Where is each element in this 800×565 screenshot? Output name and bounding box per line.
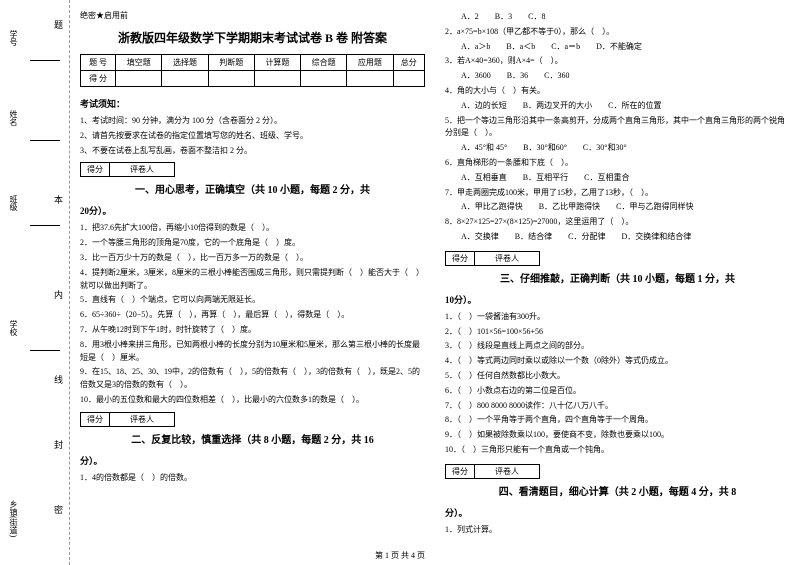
question-item: 2．一个等腰三角形的顶角是70度，它的一个底角是（ ）度。 [80,237,425,250]
section-1-cont: 20分）。 [80,204,425,217]
table-row: 得 分 [81,71,425,87]
score-header: 填空题 [116,55,162,71]
option-line: A．甲比乙跑得快 B．乙比甲跑得快 C．甲与乙跑得同样快 [445,201,790,214]
question-item: 8．用3根小棒来拼三角形，已知两根小棒的长度分别为10厘米和5厘米，那么第三根小… [80,339,425,365]
question-item: 1．列式计算。 [445,524,790,537]
question-item: 8．（ ）一个平角等于两个直角，四个直角等于一个周角。 [445,414,790,427]
score-label: 得分 [446,465,475,478]
side-line [30,225,60,226]
option-line: A．45°和 45° B．30°和60° C．30°和30° [445,142,790,155]
grader-label: 评卷人 [475,252,539,265]
grader-box: 得分评卷人 [445,251,540,266]
grader-label: 评卷人 [110,413,174,426]
grader-box: 得分评卷人 [445,464,540,479]
question-item: 7．甲走两圈完成100米，甲用了15秒，乙用了13秒，（ ）。 [445,187,790,200]
section-2-cont: 分）。 [80,454,425,467]
side-label-xiangzhen: 乡镇(街道) [8,500,19,537]
question-item: 4．（ ）等式两边同时乘以或除以一个数（0除外）等式仍成立。 [445,355,790,368]
side-label-xuehao: 学号 [8,30,19,46]
question-item: 3．比一百万少十万的数是（ ），比一百万多一万的数是（ ）。 [80,252,425,265]
table-row: 题 号 填空题 选择题 判断题 计算题 综合题 应用题 总分 [81,55,425,71]
secret-label: 绝密★启用前 [80,10,425,21]
grader-label: 评卷人 [110,163,174,176]
option-line: A．a＞b B．a＜b C．a＝b D．不能确定 [445,41,790,54]
side-line [30,140,60,141]
question-item: 8．8×27×125=27×(8×125)=27000，这里运用了（ ）。 [445,216,790,229]
score-header: 总分 [393,55,424,71]
section-4-cont: 分）。 [445,506,790,519]
question-item: 7．从午晚12时到下午1时，时针旋转了（ ）度。 [80,324,425,337]
section-2-title: 二、反复比较，慎重选择（共 8 小题，每题 2 分，共 16 [80,431,425,446]
score-label: 得分 [446,252,475,265]
question-item: 1．把37.6先扩大100倍，再缩小10倍得到的数是（ ）。 [80,222,425,235]
score-header: 综合题 [301,55,347,71]
notice-title: 考试须知： [80,97,425,110]
score-label: 得分 [81,163,110,176]
seal-char: 内 [52,290,65,299]
score-table: 题 号 填空题 选择题 判断题 计算题 综合题 应用题 总分 得 分 [80,54,425,87]
question-item: 1．（ ）一袋酱油有300升。 [445,311,790,324]
question-item: 9．（ ）如果被除数乘以100，要使商不变，除数也要乘以100。 [445,429,790,442]
side-label-banji: 班级 [8,195,19,211]
question-item: 4．提判断2厘米，3厘米，8厘米的三根小棒能否围成三角形，则只需提判断（ ）能否… [80,267,425,293]
side-label-xuexiao: 学校 [8,320,19,336]
score-header: 判断题 [208,55,254,71]
question-item: 3．若A×40=360，则A×4=（ ）。 [445,55,790,68]
section-1-title: 一、用心思考，正确填空（共 10 小题，每题 2 分，共 [80,181,425,196]
option-line: A．交换律 B．结合律 C．分配律 D．交换律和结合律 [445,231,790,244]
section-4-title: 四、看清题目，细心计算（共 2 小题，每题 4 分，共 8 [445,483,790,498]
right-column: A．2 B．3 C．8 2．a×75=b×108（甲乙都不等于0），那么（ ）。… [445,10,790,550]
option-line: A．3600 B．36 C．360 [445,70,790,83]
question-item: 2．a×75=b×108（甲乙都不等于0），那么（ ）。 [445,26,790,39]
notice-item: 2、请首先按要求在试卷的指定位置填写您的姓名、班级、学号。 [80,130,425,143]
option-line: A．2 B．3 C．8 [445,11,790,24]
question-item: 4．角的大小与（ ）有关。 [445,85,790,98]
question-item: 10．最小的五位数和最大的四位数相差（ ），比最小的六位数多1的数是（ ）。 [80,394,425,407]
left-column: 绝密★启用前 浙教版四年级数学下学期期末考试试卷 B 卷 附答案 题 号 填空题… [80,10,425,550]
section-3-title: 三、仔细推敲，正确判断（共 10 小题，每题 1 分，共 [445,270,790,285]
notice-item: 3、不要在试卷上乱写乱画，卷面不整洁扣 2 分。 [80,145,425,158]
question-item: 1．4的倍数都是（ ）的倍数。 [80,472,425,485]
grader-box: 得分评卷人 [80,162,175,177]
question-item: 6．（ ）小数点右边的第二位是百位。 [445,385,790,398]
question-item: 7．（ ）800 8000 8000读作：八十亿八万八千。 [445,400,790,413]
score-header: 选择题 [162,55,208,71]
section-3-cont: 10分）。 [445,293,790,306]
notice-item: 1、考试时间：90 分钟，满分为 100 分（含卷面分 2 分）。 [80,115,425,128]
exam-title: 浙教版四年级数学下学期期末考试试卷 B 卷 附答案 [80,29,425,46]
seal-char: 密 [52,505,65,514]
side-label-xingming: 姓名 [8,110,19,126]
question-item: 5．把一个等边三角形沿其中一条高剪开，分成两个直角三角形，其中一个直角三角形的两… [445,115,790,141]
question-item: 6．直角梯形的一条腰和下底（ ）。 [445,157,790,170]
page-footer: 第 1 页 共 4 页 [0,550,800,561]
grader-label: 评卷人 [475,465,539,478]
side-line [30,60,60,61]
score-header: 应用题 [347,55,393,71]
question-item: 5．直线有（ ）个端点，它可以向两端无限延长。 [80,294,425,307]
grader-box: 得分评卷人 [80,412,175,427]
side-line [30,350,60,351]
binding-margin: 学号 姓名 班级 学校 乡镇(街道) 题 本 内 线 封 密 [0,0,70,565]
question-item: 9．在15、18、25、30、19中，2的倍数有（ ），5的倍数有（ ），3的倍… [80,366,425,392]
question-item: 3．（ ）线段是直线上两点之间的部分。 [445,340,790,353]
seal-char: 封 [52,440,65,449]
score-header: 题 号 [81,55,116,71]
seal-char: 本 [52,195,65,204]
score-label: 得分 [81,413,110,426]
question-item: 5．（ ）任何自然数都比小数大。 [445,370,790,383]
page-content: 绝密★启用前 浙教版四年级数学下学期期末考试试卷 B 卷 附答案 题 号 填空题… [80,10,790,550]
question-item: 10．（ ）三角形只能有一个直角或一个钝角。 [445,444,790,457]
score-row-label: 得 分 [81,71,116,87]
option-line: A．边的长短 B．两边叉开的大小 C．所在的位置 [445,100,790,113]
score-header: 计算题 [254,55,300,71]
option-line: A．互相垂直 B．互相平行 C．互相重合 [445,172,790,185]
seal-char: 线 [52,375,65,384]
seal-char: 题 [52,20,65,29]
question-item: 2．（ ）101×56=100×56+56 [445,326,790,339]
question-item: 6．65÷360÷（20−5）。先算（ ），再算（ ），最后算（ ），得数是（ … [80,309,425,322]
